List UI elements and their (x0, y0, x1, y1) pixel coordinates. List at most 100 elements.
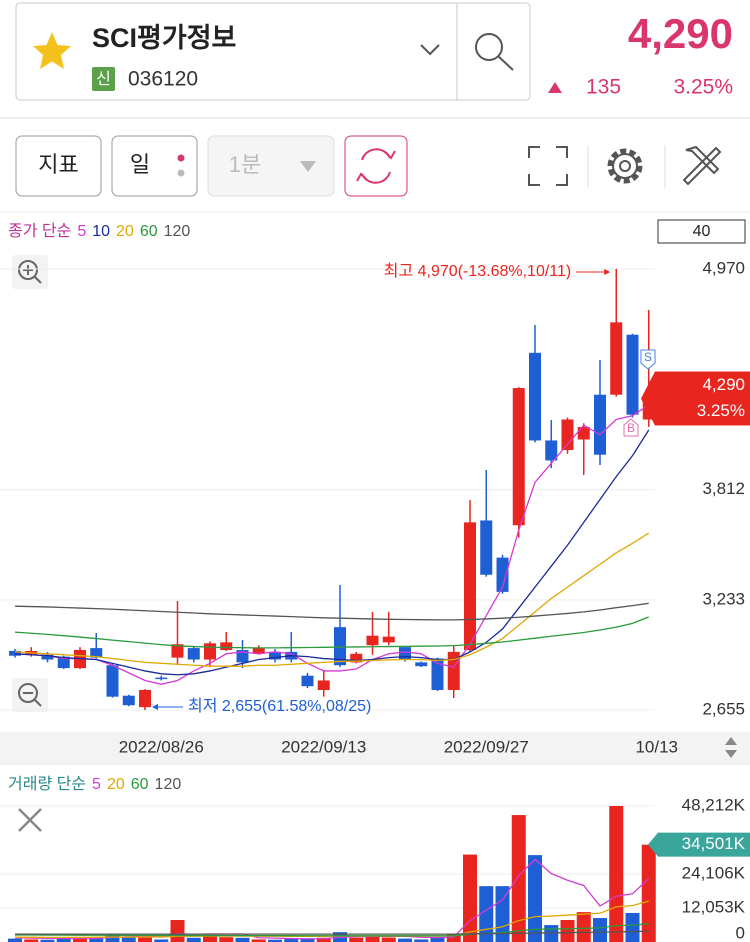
zoom-in-button[interactable] (12, 255, 48, 289)
volume-bar (284, 938, 299, 942)
moving-average (14, 404, 650, 685)
volume-bar (40, 939, 55, 942)
volume-bar (528, 855, 542, 942)
minute-button[interactable] (207, 135, 335, 197)
dropdown-chevron[interactable] (420, 44, 440, 56)
tool (685, 145, 720, 175)
refresh-button[interactable] (344, 135, 408, 197)
dot (177, 169, 185, 177)
candle-body (480, 520, 493, 575)
volume-bar (219, 937, 234, 942)
up-triangle (548, 82, 562, 93)
tools-icon[interactable] (682, 145, 722, 186)
indicator-button[interactable] (15, 135, 102, 197)
candle-body (626, 334, 639, 415)
count-box[interactable] (657, 219, 746, 244)
legend-entry: 20 (107, 776, 125, 793)
zoom-in-icon (18, 260, 42, 284)
volume-bar (365, 935, 380, 942)
minute-caret (300, 161, 316, 172)
volume-bar (186, 937, 201, 942)
price-flag-rate: 3.25% (697, 401, 745, 420)
scroll-up[interactable] (725, 737, 737, 745)
volume-bar (544, 925, 559, 942)
lens (18, 260, 38, 280)
y-tick-label: 3,233 (702, 589, 745, 608)
volume-bar (154, 939, 169, 942)
legend-title: 거래량 단순 (8, 775, 86, 793)
candle-body (41, 654, 54, 660)
refresh-arrow (384, 150, 396, 160)
period-button[interactable] (111, 135, 198, 197)
volume-bar (414, 939, 429, 942)
stock-code: 036120 (128, 68, 198, 91)
volume-bar (625, 912, 640, 942)
close-volume-icon[interactable] (18, 808, 42, 832)
zoom-out-button[interactable] (12, 678, 48, 712)
candle-body (334, 627, 346, 666)
sell-label: S (644, 350, 652, 364)
volume-bar (511, 815, 526, 942)
stock-name: SCI평가정보 (92, 23, 236, 53)
legend-entry: 60 (140, 223, 158, 240)
fullscreen-icon[interactable] (528, 146, 568, 186)
volume-bar (203, 936, 217, 942)
volume-bar (89, 937, 104, 942)
volume-bar (593, 918, 607, 942)
favorite-star[interactable] (33, 32, 71, 69)
candle-body (464, 522, 476, 650)
candle-body (431, 658, 444, 690)
low-arrowhead (152, 704, 158, 710)
corner (556, 174, 568, 186)
volume-bar (24, 939, 39, 942)
change-rate: 3.25% (673, 76, 733, 99)
legend-entry: 60 (131, 776, 149, 793)
y-tick-label: 24,106K (682, 863, 746, 882)
candle-body (399, 647, 411, 660)
candle-body (269, 651, 281, 660)
handle (33, 698, 42, 707)
candle-body (415, 662, 428, 667)
y-tick-label: 0 (736, 923, 745, 942)
volume-bar (430, 936, 445, 942)
candle-body (252, 648, 265, 654)
legend-title: 종가 단순 (8, 222, 71, 240)
moving-average (14, 602, 649, 621)
volume-bar (609, 806, 624, 942)
volume-bar (479, 886, 494, 942)
x-tick-label: 2022/09/27 (444, 737, 529, 756)
volume-flag (648, 832, 750, 857)
legend-entry: 5 (92, 776, 101, 793)
volume-bar (381, 937, 396, 942)
corner (556, 146, 568, 158)
legend-entry: 120 (164, 223, 191, 240)
candle-body (512, 388, 525, 526)
y-tick-label: 48,212K (682, 795, 746, 814)
price-flag-price: 4,290 (702, 375, 745, 394)
price-flag (641, 371, 750, 426)
candle-body (122, 695, 135, 706)
buy-label: B (627, 421, 635, 435)
minute-label: 1분 (229, 152, 261, 177)
refresh-icon (356, 148, 396, 184)
volume-bar (641, 844, 656, 942)
moving-average (15, 930, 649, 935)
badge-bg (92, 67, 115, 91)
candle-body (139, 689, 151, 708)
search-icon[interactable] (475, 33, 514, 71)
volume-bar (121, 936, 136, 942)
x-tick-label: 10/13 (635, 737, 678, 756)
stock-selector[interactable] (15, 2, 531, 101)
candle-body (529, 352, 541, 441)
x-tick-label: 2022/09/13 (281, 737, 366, 756)
settings-icon[interactable] (607, 148, 643, 184)
y-tick-label: 2,655 (702, 699, 745, 718)
volume-flag-label: 34,501K (682, 834, 746, 853)
scroll-down[interactable] (725, 750, 737, 758)
x-stroke (18, 808, 42, 832)
tool (682, 146, 722, 186)
candle-body (236, 649, 249, 663)
x-tick-label: 2022/08/26 (119, 737, 204, 756)
volume-bar (138, 935, 152, 942)
